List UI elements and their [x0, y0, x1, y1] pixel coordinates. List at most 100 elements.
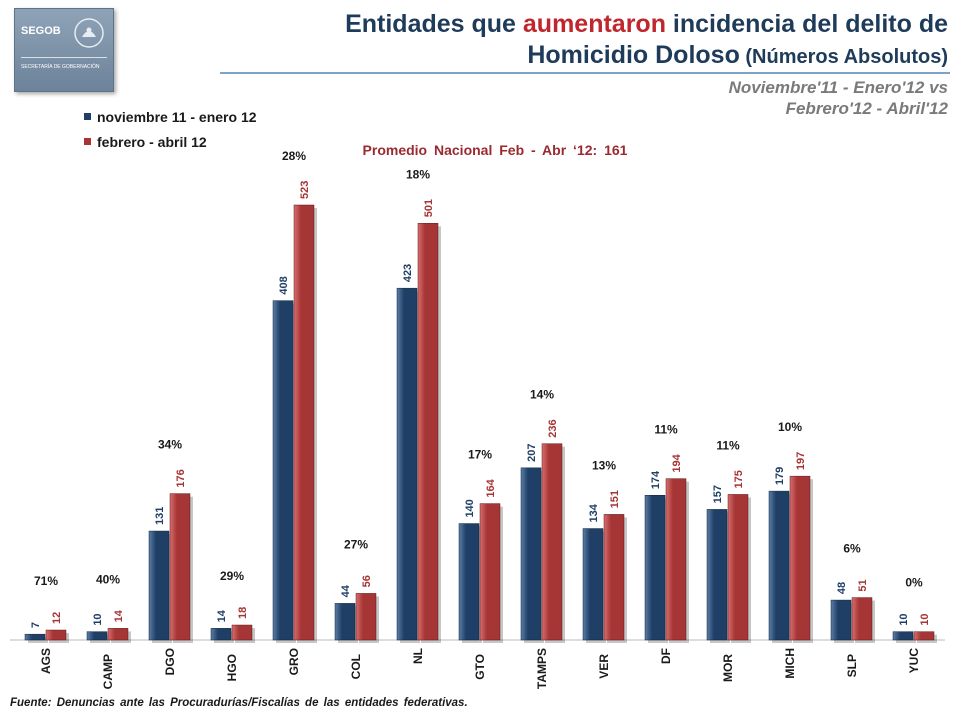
- value-label-GTO-series-1: 140: [464, 499, 476, 517]
- value-label-SLP-series-1: 48: [836, 582, 848, 594]
- category-label-CAMP: CAMP: [101, 654, 115, 689]
- pct-label-COL: 27%: [344, 537, 368, 551]
- value-label-AGS-series-2: 12: [51, 612, 63, 624]
- bar-GTO-series-2: [479, 503, 501, 641]
- segob-logo: SEGOB SECRETARÍA DE GOBERNACIÓN: [14, 8, 114, 92]
- bar-MOR-series-1: [706, 509, 728, 641]
- title-line2-paren: (Números Absolutos): [739, 46, 948, 68]
- bar-COL-series-2: [355, 593, 377, 641]
- value-label-SLP-series-2: 51: [857, 579, 869, 591]
- logo-name: SEGOB: [21, 25, 61, 37]
- category-label-VER: VER: [597, 654, 611, 679]
- category-label-HGO: HGO: [225, 654, 239, 681]
- bar-VER-series-1: [582, 528, 604, 641]
- bar-CAMP-series-2: [107, 628, 129, 641]
- bar-SLP-series-1: [830, 599, 852, 641]
- value-label-VER-series-2: 151: [609, 490, 621, 508]
- pct-label-GTO: 17%: [468, 448, 492, 462]
- value-label-GRO-series-2: 523: [299, 181, 311, 199]
- value-label-NL-series-2: 501: [423, 199, 435, 217]
- value-label-YUC-series-2: 10: [919, 613, 931, 625]
- value-label-HGO-series-1: 14: [216, 609, 228, 622]
- title-line2-main: Homicidio Doloso: [527, 41, 740, 69]
- chart-legend: noviembre 11 - enero 12 febrero - abril …: [84, 104, 257, 154]
- bar-YUC-series-2: [913, 631, 935, 641]
- national-seal-icon: [74, 18, 104, 48]
- bar-NL-series-1: [396, 287, 418, 641]
- category-label-DGO: DGO: [163, 648, 177, 675]
- bar-YUC-series-1: [892, 631, 914, 641]
- logo-subtitle: SECRETARÍA DE GOBERNACIÓN: [21, 64, 100, 70]
- bar-MICH-series-1: [768, 490, 790, 641]
- pct-label-NL: 18%: [406, 167, 430, 181]
- value-label-TAMPS-series-1: 207: [526, 443, 538, 461]
- bar-SLP-series-2: [851, 597, 873, 641]
- legend-swatch-series-2: [84, 138, 91, 145]
- pct-label-HGO: 29%: [220, 569, 244, 583]
- title-rule: [220, 72, 950, 74]
- value-label-GTO-series-2: 164: [485, 478, 497, 497]
- title-part-1: Entidades que: [345, 10, 523, 38]
- value-label-MICH-series-1: 179: [774, 467, 786, 485]
- value-label-AGS-series-1: 7: [30, 622, 42, 628]
- logo-divider: [21, 57, 107, 58]
- value-label-CAMP-series-2: 14: [113, 609, 125, 622]
- pct-label-CAMP: 40%: [96, 572, 120, 586]
- category-label-YUC: YUC: [907, 648, 921, 674]
- pct-label-MOR: 11%: [716, 438, 740, 452]
- category-label-DF: DF: [659, 648, 673, 664]
- category-label-NL: NL: [411, 648, 425, 664]
- value-label-DF-series-1: 174: [650, 470, 662, 489]
- bar-GRO-series-1: [272, 300, 294, 641]
- bar-DF-series-2: [665, 478, 687, 641]
- bar-COL-series-1: [334, 603, 356, 641]
- category-label-GTO: GTO: [473, 654, 487, 680]
- pct-label-VER: 13%: [592, 458, 616, 472]
- bar-DF-series-1: [644, 495, 666, 641]
- value-label-HGO-series-2: 18: [237, 607, 249, 619]
- value-label-CAMP-series-1: 10: [92, 613, 104, 625]
- legend-label-series-2: febrero - abril 12: [97, 133, 207, 150]
- page-title-line-2: Homicidio Doloso (Números Absolutos): [527, 41, 948, 70]
- bar-NL-series-2: [417, 223, 439, 641]
- bar-AGS-series-1: [24, 633, 46, 641]
- pct-label-DF: 11%: [654, 423, 678, 437]
- pct-label-YUC: 0%: [905, 576, 923, 590]
- value-label-COL-series-2: 56: [361, 575, 373, 587]
- bar-TAMPS-series-2: [541, 443, 563, 641]
- bar-CAMP-series-1: [86, 631, 108, 641]
- title-highlight: aumentaron: [522, 10, 666, 38]
- pct-label-GRO: 28%: [282, 149, 306, 163]
- value-label-NL-series-1: 423: [402, 264, 414, 282]
- category-label-COL: COL: [349, 654, 363, 679]
- value-label-GRO-series-1: 408: [278, 276, 290, 294]
- category-label-GRO: GRO: [287, 648, 301, 675]
- value-label-TAMPS-series-2: 236: [547, 419, 559, 437]
- title-part-2: incidencia del delito de: [665, 10, 948, 38]
- value-label-YUC-series-1: 10: [898, 613, 910, 625]
- legend-item-series-2: febrero - abril 12: [84, 129, 257, 154]
- bar-HGO-series-1: [210, 628, 232, 641]
- category-label-MOR: MOR: [721, 654, 735, 682]
- category-label-TAMPS: TAMPS: [535, 648, 549, 689]
- bar-AGS-series-2: [45, 629, 67, 641]
- bar-GTO-series-1: [458, 523, 480, 641]
- value-label-VER-series-1: 134: [588, 503, 600, 522]
- pct-label-AGS: 71%: [34, 574, 58, 588]
- legend-swatch-series-1: [84, 113, 91, 120]
- bar-TAMPS-series-1: [520, 467, 542, 641]
- source-note: Fuente: Denuncias ante las Procuradurías…: [10, 697, 468, 709]
- value-label-DGO-series-2: 176: [175, 469, 187, 487]
- period-subtitle: Noviembre'11 - Enero'12 vs Febrero'12 - …: [728, 78, 948, 118]
- value-label-MICH-series-2: 197: [795, 452, 807, 470]
- national-average-label: Promedio Nacional Feb - Abr ‘12: 161: [362, 142, 628, 158]
- bar-HGO-series-2: [231, 624, 253, 641]
- category-label-AGS: AGS: [39, 648, 53, 674]
- bar-DGO-series-1: [148, 530, 170, 641]
- pct-label-TAMPS: 14%: [530, 388, 554, 402]
- bar-VER-series-2: [603, 514, 625, 641]
- value-label-COL-series-1: 44: [340, 584, 352, 597]
- value-label-MOR-series-2: 175: [733, 470, 745, 488]
- value-label-MOR-series-1: 157: [712, 485, 724, 503]
